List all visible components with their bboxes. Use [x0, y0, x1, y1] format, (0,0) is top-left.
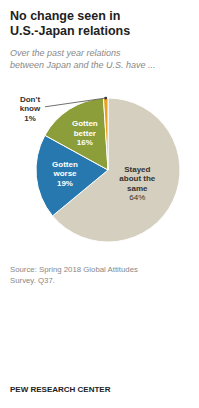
subtitle: Over the past year relationsbetween Japa…: [10, 48, 156, 70]
slice-label: Gottenbetter: [72, 119, 98, 137]
data-label: 64%: [129, 193, 145, 202]
labels: Stayedabout thesame64% Gottenworse19% Gott…: [20, 95, 156, 203]
footer: PEW RESEARCH CENTER: [10, 385, 111, 394]
slice-label: Stayedabout thesame: [119, 165, 156, 193]
slice-label: Don'tknow: [20, 95, 41, 114]
leader-line: [45, 98, 106, 107]
pie-slice: [53, 98, 180, 242]
chart: No change seen inU.S.-Japan relations Ove…: [0, 0, 199, 408]
pie-slice: [103, 98, 108, 170]
slice-label: Gottenworse: [52, 160, 78, 179]
chart-container: No change seen inU.S.-Japan relations Ove…: [0, 0, 199, 408]
pie: [36, 98, 180, 242]
data-label: 19%: [57, 179, 73, 188]
pie-slice: [45, 98, 108, 170]
data-label: 16%: [77, 138, 93, 147]
data-label: 1%: [24, 114, 36, 123]
title: No change seen inU.S.-Japan relations: [10, 9, 130, 38]
leader-dot: [104, 97, 107, 100]
source-note: Source: Spring 2018 Global AttitudesSurv…: [10, 265, 138, 285]
